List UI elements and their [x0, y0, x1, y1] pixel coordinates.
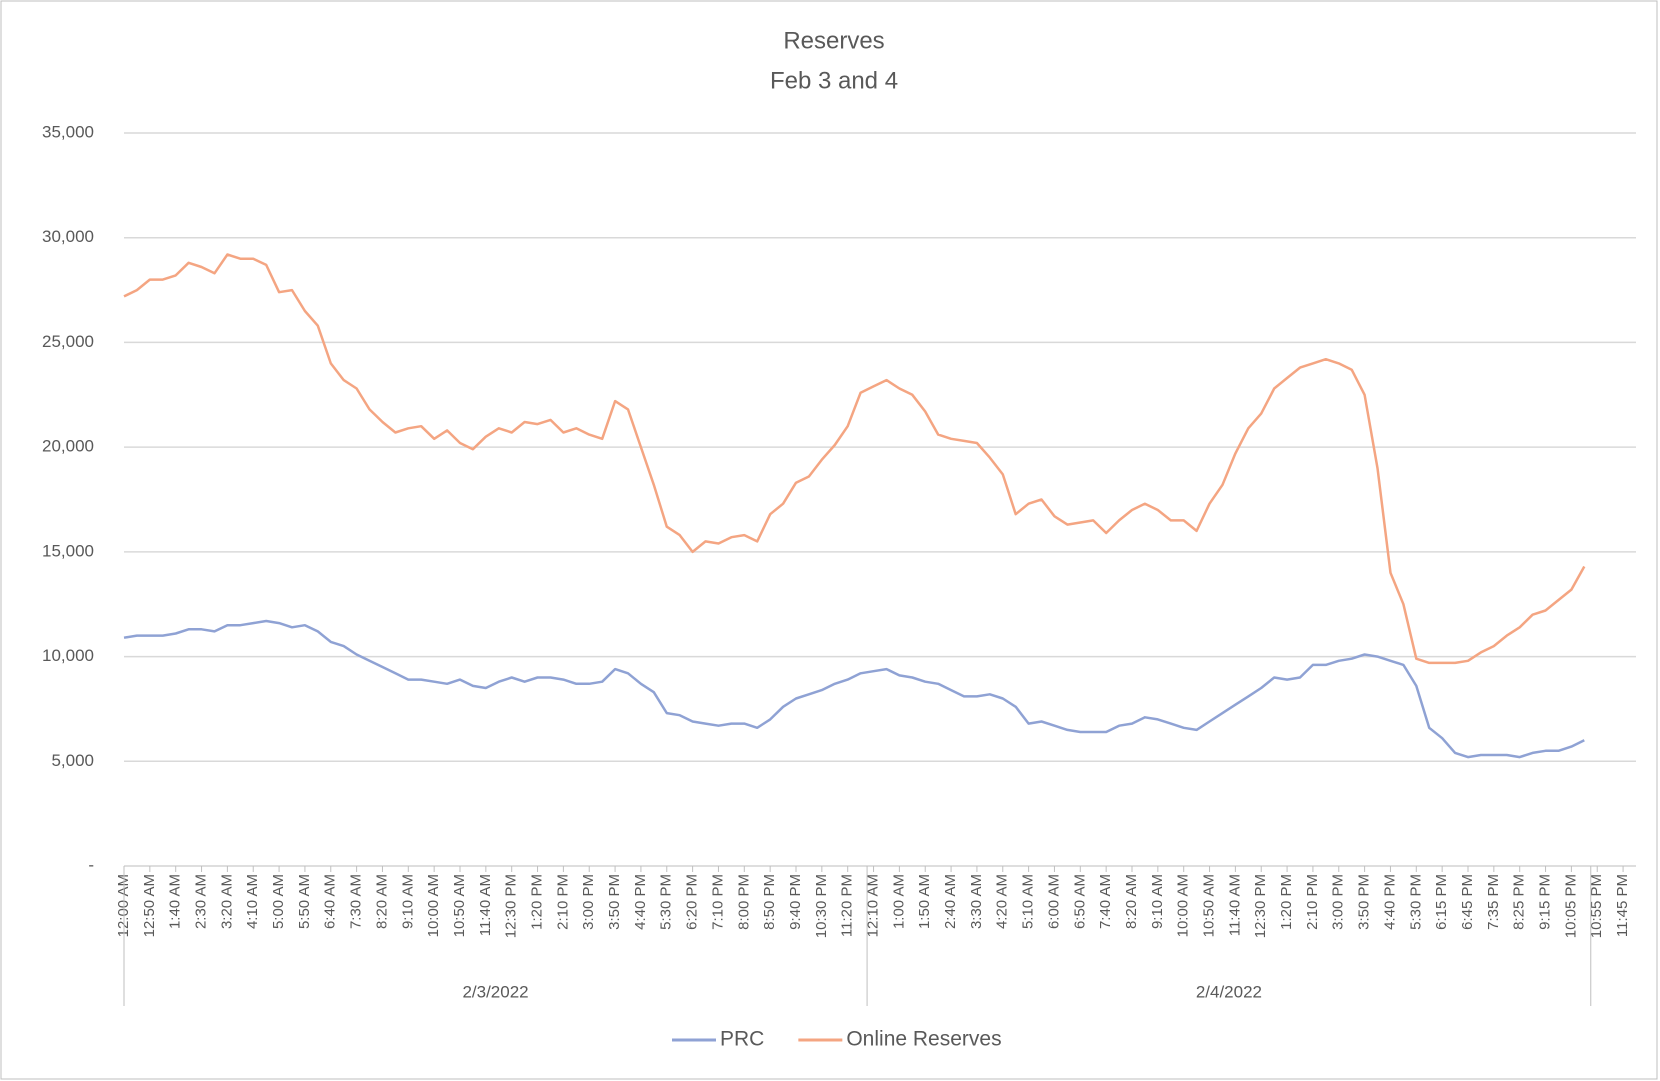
y-tick-label: -: [88, 855, 94, 874]
y-tick-label: 10,000: [42, 646, 94, 665]
x-tick-label: 5:30 PM: [1407, 874, 1424, 930]
x-tick-label: 10:50 AM: [451, 874, 468, 937]
x-tick-label: 1:20 PM: [1278, 874, 1295, 930]
legend-label: PRC: [720, 1028, 764, 1051]
y-tick-label: 5,000: [51, 751, 94, 770]
x-tick-label: 4:20 AM: [994, 874, 1011, 929]
chart-title: Reserves: [783, 27, 884, 54]
x-tick-label: 1:00 AM: [890, 874, 907, 929]
y-tick-label: 30,000: [42, 227, 94, 246]
x-tick-label: 7:35 PM: [1485, 874, 1502, 930]
x-tick-label: 10:50 AM: [1201, 874, 1218, 937]
x-tick-label: 2:30 AM: [193, 874, 210, 929]
x-tick-label: 10:55 PM: [1588, 874, 1605, 938]
x-tick-label: 3:20 AM: [218, 874, 235, 929]
x-tick-label: 9:10 AM: [399, 874, 416, 929]
x-tick-label: 1:20 PM: [529, 874, 546, 930]
x-tick-label: 4:40 PM: [1381, 874, 1398, 930]
y-tick-label: 25,000: [42, 332, 94, 351]
x-tick-label: 5:30 PM: [658, 874, 675, 930]
x-tick-label: 3:50 PM: [1356, 874, 1373, 930]
x-tick-label: 2:40 AM: [942, 874, 959, 929]
y-tick-label: 35,000: [42, 122, 94, 141]
x-tick-label: 8:20 AM: [1123, 874, 1140, 929]
x-tick-label: 6:15 PM: [1433, 874, 1450, 930]
x-tick-label: 11:40 AM: [477, 874, 494, 936]
x-tick-label: 3:30 AM: [968, 874, 985, 929]
x-tick-label: 5:00 AM: [270, 874, 287, 929]
x-tick-label: 6:20 PM: [684, 874, 701, 930]
legend-label: Online Reserves: [846, 1028, 1001, 1051]
y-tick-label: 15,000: [42, 541, 94, 560]
x-tick-label: 4:40 PM: [632, 874, 649, 930]
x-tick-label: 8:20 AM: [373, 874, 390, 929]
chart-subtitle: Feb 3 and 4: [770, 67, 898, 94]
x-tick-label: 12:00 AM: [115, 874, 132, 937]
x-tick-label: 5:50 AM: [296, 874, 313, 929]
series-line: [123, 619, 1585, 759]
x-tick-label: 1:40 AM: [167, 874, 184, 929]
x-tick-label: 3:50 PM: [606, 874, 623, 930]
x-tick-label: 4:10 AM: [244, 874, 261, 929]
x-tick-label: 7:10 PM: [709, 874, 726, 930]
x-tick-label: 6:45 PM: [1459, 874, 1476, 930]
x-tick-label: 8:00 PM: [735, 874, 752, 930]
x-tick-label: 10:30 PM: [813, 874, 830, 938]
x-tick-label: 6:00 AM: [1045, 874, 1062, 929]
x-tick-label: 12:30 PM: [1252, 874, 1269, 938]
x-tick-label: 6:40 AM: [322, 874, 339, 929]
x-tick-label: 10:00 AM: [425, 874, 442, 937]
x-tick-label: 7:30 AM: [348, 874, 365, 929]
x-tick-label: 9:15 PM: [1537, 874, 1554, 930]
x-tick-label: 2:10 PM: [554, 874, 571, 930]
x-tick-label: 9:10 AM: [1149, 874, 1166, 929]
x-tick-label: 2:10 PM: [1304, 874, 1321, 930]
x-tick-label: 9:40 PM: [787, 874, 804, 930]
x-tick-label: 10:00 AM: [1175, 874, 1192, 937]
x-tick-label: 3:00 PM: [1330, 874, 1347, 930]
x-tick-label: 10:05 PM: [1562, 874, 1579, 938]
group-label: 2/4/2022: [1196, 982, 1262, 1001]
x-tick-label: 11:45 PM: [1614, 874, 1631, 937]
y-tick-label: 20,000: [42, 437, 94, 456]
x-tick-label: 8:50 PM: [761, 874, 778, 930]
x-tick-label: 1:50 AM: [916, 874, 933, 929]
x-tick-label: 12:10 AM: [865, 874, 882, 937]
x-tick-label: 6:50 AM: [1071, 874, 1088, 929]
x-tick-label: 5:10 AM: [1020, 874, 1037, 929]
x-tick-label: 11:20 PM: [839, 874, 856, 937]
x-tick-label: 7:40 AM: [1097, 874, 1114, 929]
x-tick-label: 12:30 PM: [503, 874, 520, 938]
series-line: [123, 253, 1586, 665]
x-tick-label: 3:00 PM: [580, 874, 597, 930]
x-tick-label: 11:40 AM: [1226, 874, 1243, 936]
group-label: 2/3/2022: [462, 982, 528, 1001]
x-tick-label: 12:50 AM: [141, 874, 158, 937]
x-tick-label: 8:25 PM: [1511, 874, 1528, 930]
